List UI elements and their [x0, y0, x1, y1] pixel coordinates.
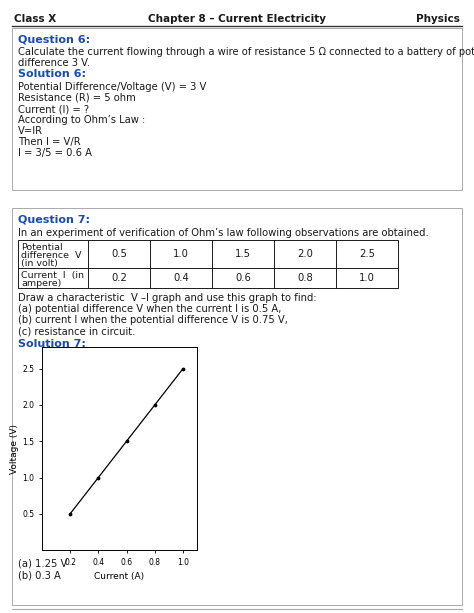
- Bar: [12, 208, 462, 605]
- Text: According to Ohm’s Law :: According to Ohm’s Law :: [18, 115, 145, 125]
- Text: Question 7:: Question 7:: [18, 215, 90, 225]
- Text: Physics: Physics: [416, 14, 460, 24]
- Text: Potential Difference/Voltage (V) = 3 V: Potential Difference/Voltage (V) = 3 V: [18, 82, 206, 92]
- Text: (a) potential difference V when the current I is 0.5 A,: (a) potential difference V when the curr…: [18, 304, 282, 314]
- Text: 1.0: 1.0: [359, 273, 375, 283]
- Text: Solution 6:: Solution 6:: [18, 69, 86, 79]
- Text: difference  V: difference V: [21, 251, 82, 260]
- Text: Then I = V/R: Then I = V/R: [18, 137, 81, 147]
- Text: Current  I  (in: Current I (in: [21, 271, 84, 280]
- Text: (in volt): (in volt): [21, 259, 58, 268]
- Bar: [12, 28, 462, 190]
- Text: Question 6:: Question 6:: [18, 34, 90, 44]
- Text: difference 3 V.: difference 3 V.: [18, 58, 90, 68]
- Text: Resistance (R) = 5 ohm: Resistance (R) = 5 ohm: [18, 93, 136, 103]
- Text: (b) 0.3 A: (b) 0.3 A: [18, 570, 61, 580]
- Text: 2.5: 2.5: [359, 249, 375, 259]
- Text: (c) resistance in circuit.: (c) resistance in circuit.: [18, 326, 136, 336]
- Text: 0.2: 0.2: [111, 273, 127, 283]
- Text: I = 3/5 = 0.6 A: I = 3/5 = 0.6 A: [18, 148, 92, 158]
- Text: In an experiment of verification of Ohm’s law following observations are obtaine: In an experiment of verification of Ohm’…: [18, 228, 429, 238]
- Text: (b) current I when the potential difference V is 0.75 V,: (b) current I when the potential differe…: [18, 315, 288, 325]
- Text: Current (I) = ?: Current (I) = ?: [18, 104, 89, 114]
- Text: Class X: Class X: [14, 14, 56, 24]
- Text: Draw a characteristic  V –I graph and use this graph to find:: Draw a characteristic V –I graph and use…: [18, 293, 317, 303]
- Text: ampere): ampere): [21, 279, 61, 288]
- Bar: [18, 240, 398, 288]
- Y-axis label: Voltage (V): Voltage (V): [10, 424, 19, 473]
- Text: 1.5: 1.5: [235, 249, 251, 259]
- Text: V=IR: V=IR: [18, 126, 43, 136]
- Text: 1.0: 1.0: [173, 249, 189, 259]
- X-axis label: Current (A): Current (A): [94, 572, 145, 581]
- Text: (a) 1.25 V: (a) 1.25 V: [18, 558, 67, 568]
- Text: 0.4: 0.4: [173, 273, 189, 283]
- Text: 2.0: 2.0: [297, 249, 313, 259]
- Text: Chapter 8 – Current Electricity: Chapter 8 – Current Electricity: [148, 14, 326, 24]
- Text: Potential: Potential: [21, 243, 63, 252]
- Text: Solution 7:: Solution 7:: [18, 339, 86, 349]
- Text: 0.6: 0.6: [235, 273, 251, 283]
- Text: Calculate the current flowing through a wire of resistance 5 Ω connected to a ba: Calculate the current flowing through a …: [18, 47, 474, 57]
- Text: 0.5: 0.5: [111, 249, 127, 259]
- Text: 0.8: 0.8: [297, 273, 313, 283]
